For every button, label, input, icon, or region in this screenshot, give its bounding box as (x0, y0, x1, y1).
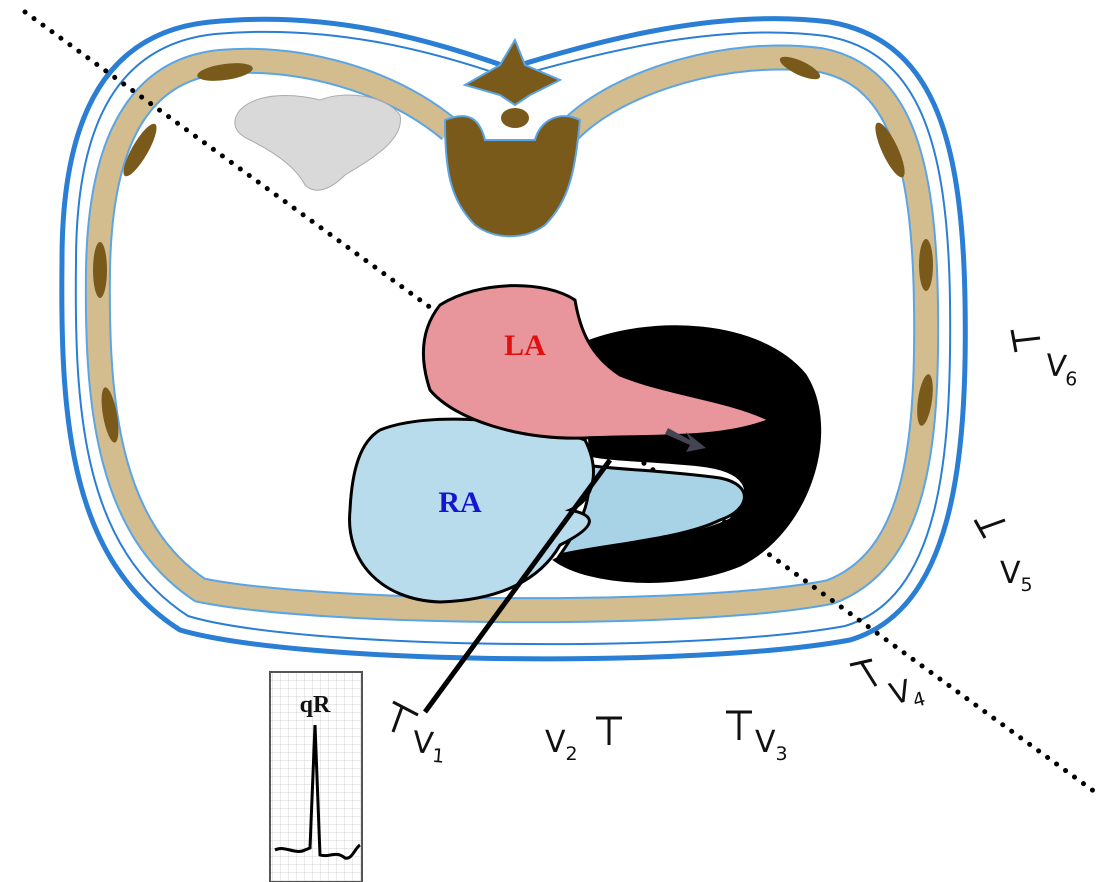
lead-number: 5 (1021, 574, 1033, 596)
ribs (93, 56, 933, 443)
lead-label: V5 (1000, 556, 1033, 596)
vertebra (443, 115, 582, 238)
lead-label: V4 (886, 670, 928, 717)
lead-letter: V (545, 725, 566, 760)
lead-letter: V (411, 725, 435, 762)
lead-label: V3 (755, 725, 788, 765)
chest-inner (74, 30, 952, 646)
lead-letter: V (755, 725, 776, 760)
flow-arrow (665, 428, 706, 452)
electrodes (391, 329, 1041, 745)
ra-label: RA (438, 486, 482, 519)
lead-label: V1 (411, 725, 447, 768)
chest-outer (59, 16, 968, 662)
organ-sketch (234, 94, 401, 191)
lead-label: V6 (1044, 348, 1080, 391)
ecg-label: qR (300, 692, 331, 718)
spinous-process (462, 37, 563, 107)
ecg-strip: qR (269, 671, 363, 882)
v1-vector (422, 458, 613, 714)
spinal-canal (501, 108, 529, 128)
left-atrium (421, 284, 774, 440)
lead-number: 6 (1064, 368, 1078, 391)
lead-number: 1 (431, 745, 445, 768)
la-label: LA (504, 329, 546, 362)
lead-label: V2 (545, 725, 578, 765)
lead-number: 3 (776, 743, 788, 765)
rib-band-fill (86, 46, 938, 622)
lead-number: 4 (911, 688, 928, 712)
lead-letter: V (1044, 348, 1068, 385)
lead-number: 2 (566, 743, 578, 765)
axis-line (22, 9, 1096, 795)
lead-letter: V (1000, 556, 1021, 591)
